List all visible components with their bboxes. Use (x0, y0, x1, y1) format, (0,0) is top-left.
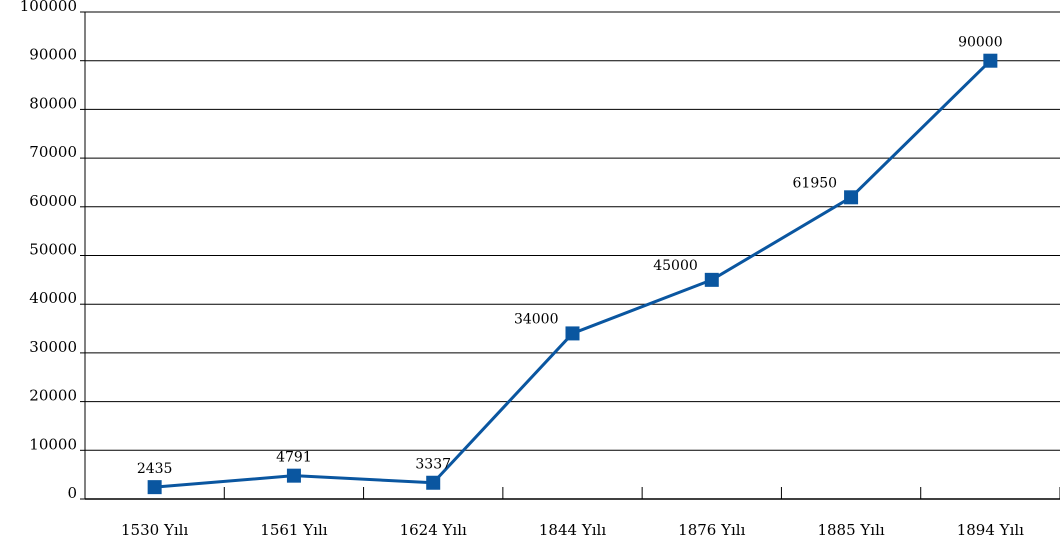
data-label: 34000 (514, 311, 559, 327)
data-label: 90000 (958, 35, 1003, 51)
data-point-marker (983, 53, 998, 68)
y-tick-label: 10000 (29, 435, 77, 453)
x-tick-label: 1561 Yılı (260, 521, 327, 539)
y-tick-label: 40000 (29, 289, 77, 307)
data-point-marker (704, 272, 719, 287)
data-point-marker (844, 190, 859, 205)
data-point-marker (286, 468, 301, 483)
x-tick-label: 1624 Yılı (400, 521, 467, 539)
x-tick-label: 1876 Yılı (678, 521, 745, 539)
y-tick-label: 90000 (29, 46, 77, 64)
y-tick-label: 100000 (20, 0, 77, 15)
x-tick-label: 1894 Yılı (957, 521, 1024, 539)
data-label: 3337 (415, 457, 451, 473)
x-axis: 1530 Yılı 1561 Yılı 1624 Yılı 1844 Yılı 1876… (84, 487, 1060, 539)
data-labels: 2435 4791 3337 34000 45000 61950 90000 (137, 35, 1003, 477)
data-label: 45000 (653, 258, 698, 274)
y-tick-label: 80000 (29, 94, 77, 112)
x-tick-label: 1885 Yılı (817, 521, 884, 539)
x-tick-label: 1844 Yılı (539, 521, 606, 539)
y-tick-label: 0 (67, 484, 77, 502)
data-point-marker (426, 475, 441, 490)
series-line-group (147, 53, 998, 495)
y-tick-label: 20000 (29, 387, 77, 405)
x-tick-label: 1530 Yılı (121, 521, 188, 539)
data-label: 61950 (793, 175, 838, 191)
series-line (154, 59, 992, 489)
y-axis: 0 10000 20000 30000 40000 50000 60000 70000 8000… (20, 0, 86, 502)
data-label: 4791 (276, 450, 312, 466)
data-point-marker (565, 326, 580, 341)
y-tick-label: 50000 (29, 241, 77, 259)
data-label: 2435 (137, 461, 173, 477)
data-point-marker (147, 480, 162, 495)
y-tick-label: 30000 (29, 338, 77, 356)
gridlines (85, 11, 1060, 451)
y-tick-label: 60000 (29, 192, 77, 210)
y-tick-label: 70000 (29, 143, 77, 161)
